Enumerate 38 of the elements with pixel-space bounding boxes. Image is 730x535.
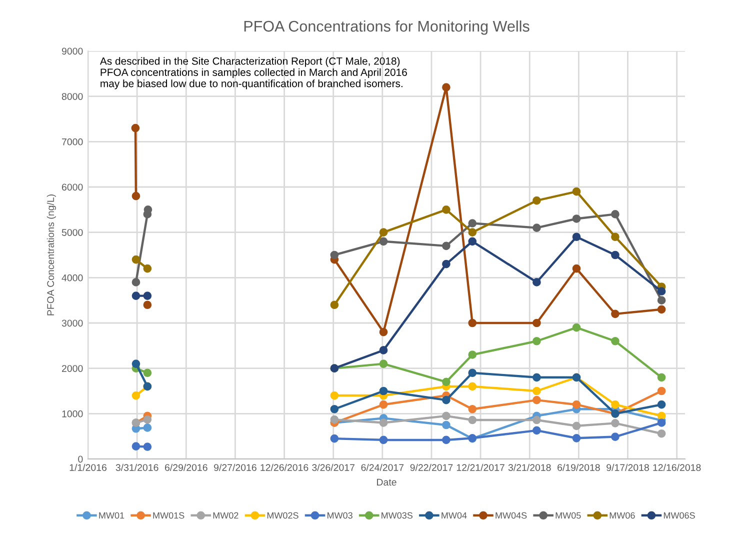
y-tick-label: 8000 [62,93,83,100]
legend-label: MW03 [328,512,352,519]
y-tick-label: 0 [78,456,83,463]
legend-label: MW05 [556,512,581,519]
legend-label: MW04S [496,512,527,519]
x-tick-label: 12/26/2016 [260,464,308,471]
legend-label: MW04 [442,512,467,519]
y-axis-title: PFOA Concentrations (ng/L) [46,194,56,316]
y-tick-label: 1000 [62,410,83,418]
x-tick-label: 9/27/2016 [214,464,256,471]
x-tick-label: 3/21/2018 [508,464,551,471]
x-tick-label: 9/17/2018 [606,464,649,471]
legend-label: MW01S [153,512,184,519]
chart-title: PFOA Concentrations for Monitoring Wells [244,20,530,35]
x-tick-label: 3/31/2016 [116,464,158,471]
y-tick-label: 2000 [62,365,83,372]
x-tick-label: 6/29/2016 [165,464,208,471]
y-tick-label: 3000 [62,320,83,327]
y-tick-label: 9000 [62,48,83,55]
x-tick-label: 12/16/2018 [653,464,701,471]
legend-label: MW06S [664,512,695,519]
x-tick-label: 6/24/2017 [361,464,404,471]
x-tick-label: 12/21/2017 [456,464,504,471]
x-tick-label: 1/1/2016 [70,464,106,471]
y-tick-label: 4000 [62,274,83,282]
x-tick-label: 3/26/2017 [312,464,354,471]
legend-label: MW01 [99,512,124,519]
annotation: As described in the Site Characterization Report (CT Male, 2018) PFOA concentrations in samples collected in March and April 2016 may be biased low due to non-quantification of branched isomers. [100,57,407,90]
y-tick-label: 7000 [62,138,83,146]
x-axis-title: Date [377,478,396,486]
x-tick-label: 9/22/2017 [410,464,453,471]
y-tick-label: 6000 [62,184,83,191]
x-tick-label: 6/19/2018 [558,464,600,471]
legend-label: MW03S [382,512,413,519]
legend-label: MW02 [213,512,238,519]
legend-label: MW02S [267,512,298,519]
legend-label: MW06 [610,512,635,519]
y-tick-label: 5000 [62,229,83,236]
